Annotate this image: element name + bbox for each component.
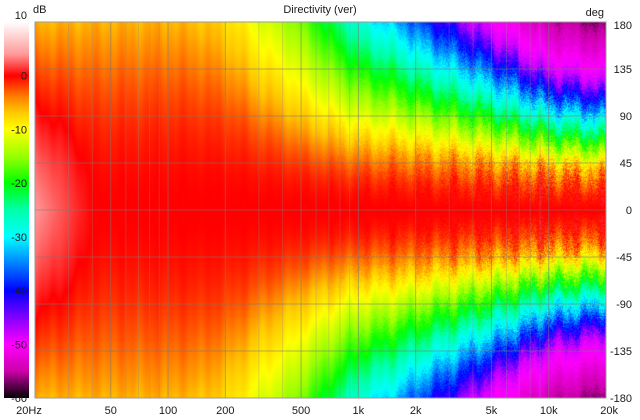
colorbar-tick-label: 0 [21,71,27,83]
y-tick-label: -45 [616,252,632,264]
y-tick-label: 135 [614,64,632,76]
y-tick-label: 45 [620,158,632,170]
colorbar-tick-label: -50 [11,339,27,351]
y-tick-label: -90 [616,299,632,311]
x-tick-label: 20k [600,405,618,417]
colorbar-tick-label: -60 [11,393,27,405]
chart-title: Directivity (ver) [283,4,356,16]
x-tick-label: 100 [159,405,177,417]
y-tick-label: 90 [620,111,632,123]
colorbar-gradient [4,22,29,398]
y-tick-label: 0 [626,205,632,217]
y-tick-label: -180 [610,393,632,405]
colorbar-tick-label: -40 [11,286,27,298]
colorbar-tick-label: -10 [11,124,27,136]
colorbar-tick-label: 10 [15,10,27,22]
x-tick-label: 20Hz [16,405,42,417]
colorbar-unit-label: dB [33,4,46,16]
colorbar [4,22,29,398]
y-axis-unit-label: deg [586,7,604,19]
x-tick-label: 2k [410,405,422,417]
colorbar-tick-label: -20 [11,178,27,190]
grid [34,21,607,399]
x-tick-label: 50 [105,405,117,417]
x-tick-label: 1k [353,405,365,417]
x-tick-label: 10k [540,405,558,417]
colorbar-tick-label: -30 [11,232,27,244]
y-tick-label: -135 [610,346,632,358]
x-tick-label: 200 [216,405,234,417]
x-tick-label: 5k [486,405,498,417]
plot-frame [34,21,607,399]
y-tick-label: 180 [614,20,632,32]
x-tick-label: 500 [292,405,310,417]
